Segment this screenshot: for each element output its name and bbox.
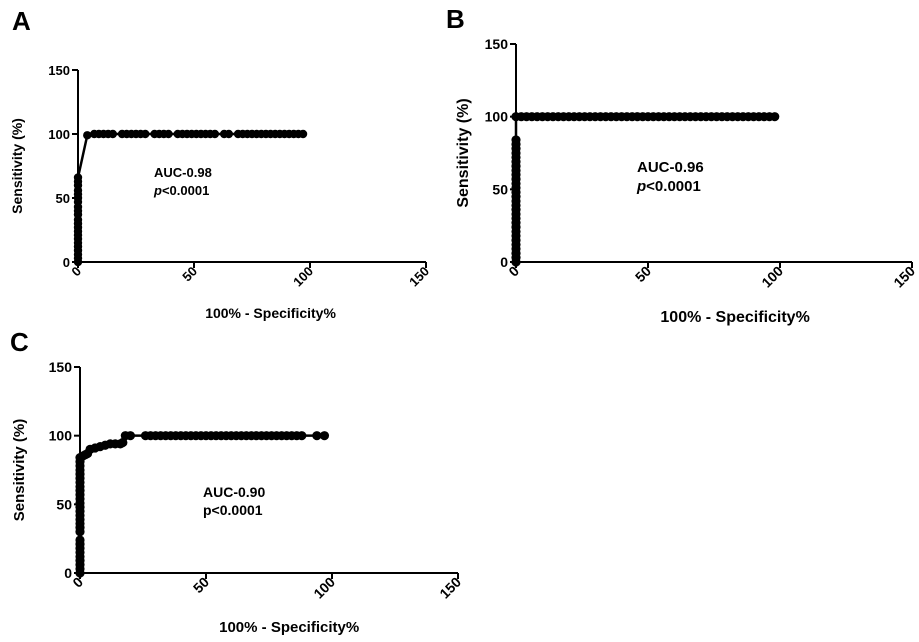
- x-axis-label: 100% - Specificity%: [219, 619, 359, 636]
- roc-point: [164, 129, 173, 139]
- roc-point: [297, 431, 307, 441]
- roc-point: [108, 129, 118, 139]
- p-value-text: <0.0001: [162, 183, 209, 198]
- p-symbol: p: [636, 178, 646, 195]
- y-tick-label: 0: [500, 254, 508, 270]
- y-axis-label: Sensitivity (%): [9, 118, 25, 214]
- y-tick-label: 150: [485, 36, 509, 52]
- roc-point: [75, 535, 85, 545]
- x-tick-label: 100: [290, 264, 316, 290]
- y-tick-label: 50: [56, 496, 72, 512]
- x-tick-label: 150: [436, 574, 464, 602]
- roc-point: [73, 173, 83, 182]
- y-tick-label: 150: [49, 359, 73, 375]
- panel-a: A 0 50 100 150 0 50 100 150 100% - Specificity% Se…: [9, 6, 432, 321]
- panel-letter: B: [446, 4, 465, 34]
- p-symbol: p: [153, 183, 162, 198]
- x-tick-label: 150: [890, 263, 918, 291]
- auc-annotation: AUC-0.98: [154, 165, 212, 180]
- roc-point: [298, 129, 308, 139]
- roc-point: [770, 112, 780, 122]
- y-axis-label: Sensitivity (%): [11, 419, 28, 522]
- x-axis-label: 100% - Specificity%: [205, 305, 336, 321]
- p-value-annotation: p<0.0001: [636, 178, 701, 195]
- auc-annotation: AUC-0.96: [637, 159, 704, 176]
- roc-point: [511, 135, 521, 145]
- panel-letter: C: [10, 327, 29, 357]
- y-tick-label: 100: [48, 127, 70, 142]
- roc-point: [210, 129, 220, 139]
- p-value-annotation: p<0.0001: [203, 502, 263, 518]
- y-tick-label: 50: [492, 181, 508, 197]
- y-tick-label: 50: [56, 191, 70, 206]
- x-tick-label: 0: [68, 264, 84, 280]
- y-tick-label: 100: [49, 428, 73, 444]
- roc-point: [83, 131, 92, 140]
- y-tick-label: 0: [64, 565, 72, 581]
- x-tick-label: 100: [758, 263, 786, 291]
- x-tick-label: 50: [632, 263, 654, 285]
- roc-point: [224, 129, 233, 139]
- x-tick-label: 50: [190, 574, 212, 596]
- auc-annotation: AUC-0.90: [203, 484, 265, 500]
- roc-point: [125, 431, 135, 441]
- y-axis-label: Sensitivity (%): [455, 98, 472, 207]
- roc-point: [312, 431, 322, 441]
- p-value-text: <0.0001: [646, 178, 701, 195]
- x-axis-label: 100% - Specificity%: [660, 309, 809, 326]
- x-tick-label: 150: [406, 264, 432, 290]
- p-value-annotation: p<0.0001: [153, 183, 209, 198]
- y-tick-label: 150: [48, 63, 70, 78]
- panel-letter: A: [12, 6, 31, 36]
- y-tick-label: 0: [63, 255, 70, 270]
- x-tick-label: 100: [310, 574, 338, 602]
- roc-point: [319, 431, 330, 441]
- roc-curve-line: [76, 132, 304, 262]
- x-tick-label: 50: [179, 264, 200, 285]
- y-tick-label: 100: [485, 109, 509, 125]
- roc-point: [141, 129, 150, 139]
